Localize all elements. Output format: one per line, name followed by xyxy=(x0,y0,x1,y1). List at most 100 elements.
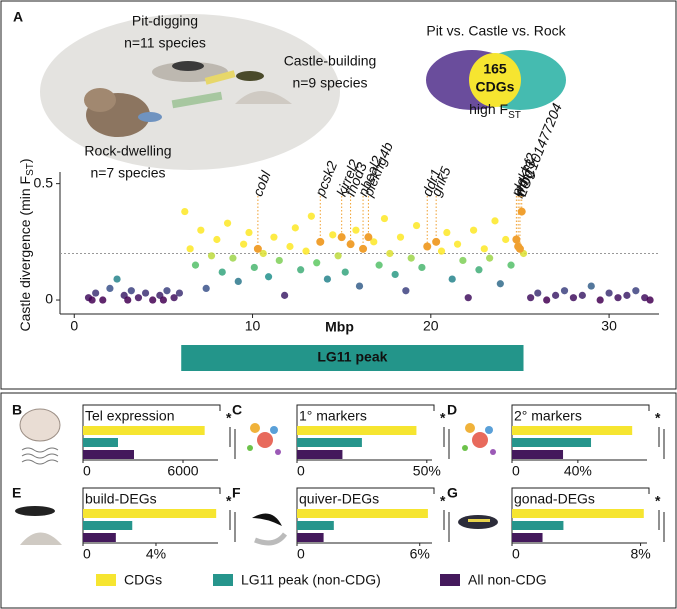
point xyxy=(614,294,622,302)
point xyxy=(469,226,478,234)
point xyxy=(163,287,171,295)
point xyxy=(437,247,446,255)
point xyxy=(245,228,253,237)
legend-swatch xyxy=(96,574,116,586)
point xyxy=(480,245,488,253)
point xyxy=(264,273,273,281)
brain-icon xyxy=(19,408,61,442)
venn-caption: high FST xyxy=(469,101,521,121)
point xyxy=(234,277,242,286)
point xyxy=(213,235,221,244)
bar-title: 1° markers xyxy=(299,408,367,424)
fish-icon xyxy=(252,513,282,526)
point xyxy=(170,294,178,302)
legend-swatch xyxy=(440,574,460,586)
venn-caption-main: high F xyxy=(469,101,508,117)
point xyxy=(496,280,504,288)
bar xyxy=(83,509,217,518)
panel-label: A xyxy=(13,9,23,25)
bar xyxy=(297,533,324,542)
point xyxy=(159,296,167,304)
y-tick-label: 0.5 xyxy=(34,174,54,190)
gene-point xyxy=(432,237,441,246)
point xyxy=(448,275,456,283)
x-tick-label: 0 xyxy=(512,463,520,479)
panel-a-frame xyxy=(0,0,677,390)
x-tick-label: 30 xyxy=(601,318,617,334)
legend-label: CDGs xyxy=(124,572,162,588)
venn-overlap xyxy=(469,53,521,107)
bar xyxy=(297,438,362,447)
y-axis-label-part: ) xyxy=(17,158,33,163)
x-tick-label: 0 xyxy=(297,546,305,562)
bar xyxy=(83,521,133,530)
fish-icon xyxy=(254,532,288,546)
point xyxy=(502,235,510,244)
bar xyxy=(512,521,564,530)
point xyxy=(307,212,315,220)
point xyxy=(491,217,499,225)
point xyxy=(181,207,189,216)
group-count: n=7 species xyxy=(90,165,165,181)
point xyxy=(453,240,462,248)
x-tick-label: 4% xyxy=(146,546,166,562)
point xyxy=(543,296,551,304)
gene-point xyxy=(517,207,526,216)
point xyxy=(197,226,205,234)
point xyxy=(127,287,135,295)
castle-mound xyxy=(20,532,62,545)
point xyxy=(92,289,100,297)
legend-label: LG11 peak (non-CDG) xyxy=(241,572,381,588)
bar-title: gonad-DEGs xyxy=(514,491,595,507)
significance: * xyxy=(655,410,661,426)
x-tick-label: 6% xyxy=(410,546,430,562)
x-tick-label: 0 xyxy=(83,546,91,562)
point xyxy=(281,291,289,299)
point xyxy=(329,231,337,239)
panel-label: G xyxy=(447,485,458,501)
significance: * xyxy=(655,493,661,509)
bar-title: quiver-DEGs xyxy=(299,491,379,507)
bar xyxy=(83,450,134,459)
point xyxy=(113,275,121,283)
point xyxy=(270,233,278,241)
fish-icon xyxy=(172,61,204,71)
point xyxy=(380,214,389,223)
point xyxy=(527,294,535,302)
bar xyxy=(83,426,205,435)
significance: * xyxy=(440,410,446,426)
bar xyxy=(83,438,118,447)
point xyxy=(124,296,132,304)
wave-icon xyxy=(21,447,59,465)
point xyxy=(418,263,426,272)
point xyxy=(464,294,472,302)
cluster-icon xyxy=(247,423,281,455)
significance: * xyxy=(226,410,232,426)
point xyxy=(475,266,483,274)
group-name: Castle-building xyxy=(284,53,377,69)
y-tick-label: 0 xyxy=(45,291,53,307)
fish-icon xyxy=(138,112,162,122)
x-tick-label: 0 xyxy=(83,463,91,479)
y-axis-label-part: ST xyxy=(25,163,36,176)
point xyxy=(240,240,248,248)
bar xyxy=(297,521,334,530)
bar-title: Tel expression xyxy=(85,408,175,424)
point xyxy=(534,289,542,297)
point xyxy=(134,294,143,302)
point xyxy=(632,287,640,295)
point xyxy=(623,291,631,299)
point xyxy=(459,256,467,265)
bar xyxy=(512,426,633,435)
point xyxy=(99,296,107,304)
point xyxy=(391,270,399,279)
gene-point xyxy=(423,242,432,251)
point xyxy=(223,219,232,227)
point xyxy=(596,296,604,304)
bar xyxy=(83,533,116,542)
venn-caption-sub: ST xyxy=(508,110,521,121)
bar xyxy=(512,533,543,542)
fish-icon xyxy=(15,506,55,516)
significance: * xyxy=(440,493,446,509)
venn-title: Pit vs. Castle vs. Rock xyxy=(426,23,566,39)
